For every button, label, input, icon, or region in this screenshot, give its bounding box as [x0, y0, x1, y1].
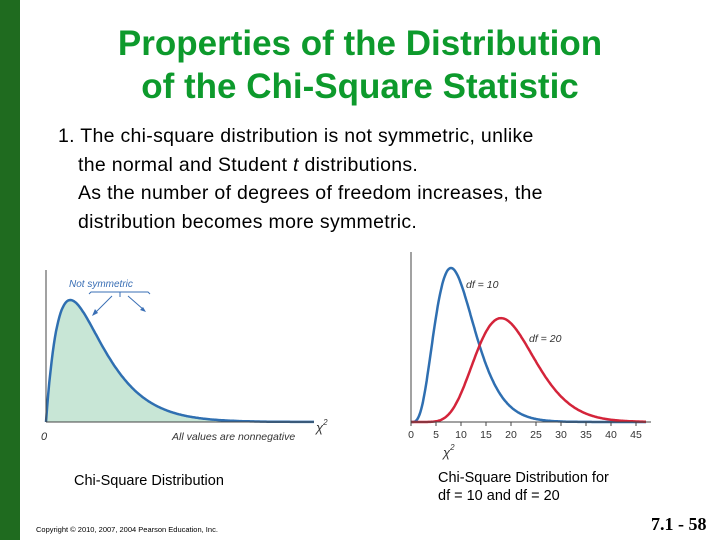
annotation-arrow-right-head [140, 307, 146, 312]
annotation-arrow-left [93, 295, 113, 315]
body-line-2-post: distributions. [298, 153, 419, 176]
caption-right-line-1: Chi-Square Distribution for [438, 470, 609, 486]
caption-right-line-2: df = 10 and df = 20 [438, 488, 560, 504]
right-x-tick-label-35: 35 [580, 429, 592, 441]
slide-title: Properties of the Distribution of the Ch… [30, 22, 690, 108]
left-x-label: χ2 [315, 418, 328, 435]
legend-df-10: df = 10 [466, 279, 499, 291]
left-x-label-exp: 2 [322, 418, 328, 427]
right-x-tick-label-15: 15 [480, 429, 492, 441]
title-line-1: Properties of the Distribution [117, 24, 603, 63]
title-line-2: of the Chi-Square Statistic [141, 67, 579, 106]
series-curve-df-20 [411, 316, 646, 424]
left-x-label-symbol: χ [315, 420, 324, 435]
body-line-2-t: t [293, 153, 299, 176]
right-x-tick-label-10: 10 [455, 429, 467, 441]
right-x-tick-label-0: 0 [408, 429, 414, 441]
caption-right: Chi-Square Distribution for df = 10 and … [438, 469, 609, 505]
right-x-label-symbol: χ [442, 445, 451, 460]
right-x-tick-label-30: 30 [555, 429, 567, 441]
body-line-4: distribution becomes more symmetric. [78, 210, 418, 233]
list-number: 1. [58, 125, 75, 147]
chart-left: Not symmetric 0 All values are nonnegati… [41, 270, 328, 443]
right-x-tick-label-25: 25 [530, 429, 542, 441]
body-text: 1. The chi-square distribution is not sy… [58, 122, 708, 236]
left-sidebar-bar [0, 0, 20, 540]
body-line-2: the normal and Student t distributions. [58, 151, 708, 180]
right-x-label-exp: 2 [449, 443, 455, 452]
chart-right: 0 5 10 15 20 25 30 35 40 45 df = 10 df = 20 χ2 [408, 252, 651, 460]
right-x-ticks: 0 5 10 15 20 25 30 35 40 45 [408, 422, 642, 441]
body-line-1: 1. The chi-square distribution is not sy… [58, 122, 708, 151]
body-line-3: As the number of degrees of freedom incr… [78, 182, 543, 204]
body-line-2-pre: the normal and Student [78, 153, 294, 176]
right-x-tick-label-45: 45 [630, 429, 642, 441]
right-x-tick-label-20: 20 [505, 429, 517, 441]
left-shaded-area [46, 300, 314, 422]
right-x-tick-label-5: 5 [433, 429, 439, 441]
right-x-tick-label-40: 40 [605, 429, 617, 441]
right-curves-group [411, 266, 646, 424]
left-x-tick-0: 0 [41, 431, 48, 443]
slide-number: 7.1 - 58 [651, 514, 707, 534]
annotation-bracket [88, 291, 151, 297]
series-curve-df-10 [411, 266, 646, 424]
annotation-arrow-left-head [92, 309, 98, 316]
caption-left: Chi-Square Distribution [74, 472, 224, 490]
legend-df-20: df = 20 [529, 333, 562, 345]
body-line-1-text: The chi-square distribution is not symme… [80, 125, 534, 147]
caption-left-text: Chi-Square Distribution [74, 473, 224, 489]
copyright-notice: Copyright © 2010, 2007, 2004 Pearson Edu… [36, 525, 218, 534]
left-x-note: All values are nonnegative [171, 431, 295, 443]
annotation-arrow-right [127, 295, 145, 311]
annotation-not-symmetric: Not symmetric [69, 279, 133, 290]
right-x-label: χ2 [442, 443, 455, 460]
